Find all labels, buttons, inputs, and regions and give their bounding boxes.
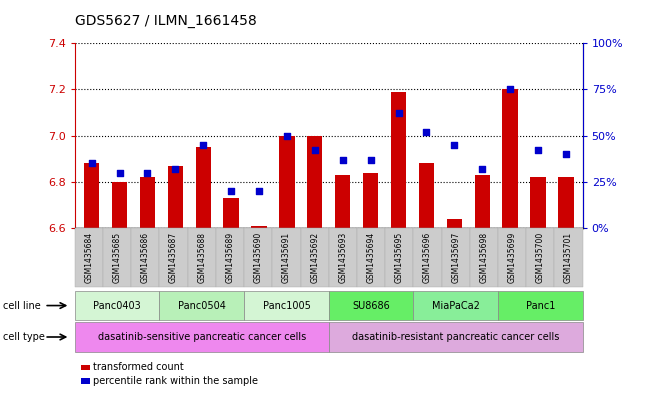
Text: SU8686: SU8686 [352, 301, 390, 310]
Text: GSM1435696: GSM1435696 [423, 232, 432, 283]
Point [170, 166, 180, 172]
Text: GSM1435700: GSM1435700 [536, 232, 545, 283]
Text: GSM1435691: GSM1435691 [282, 232, 291, 283]
Text: GSM1435686: GSM1435686 [141, 232, 150, 283]
Text: transformed count: transformed count [93, 362, 184, 373]
Point [421, 129, 432, 135]
Point [505, 86, 516, 93]
Text: GSM1435701: GSM1435701 [564, 232, 573, 283]
Point [533, 147, 543, 154]
Bar [307, 136, 322, 228]
Point [198, 141, 208, 148]
Text: GSM1435695: GSM1435695 [395, 232, 404, 283]
Bar [84, 163, 99, 228]
Bar [112, 182, 127, 228]
Text: Panc1005: Panc1005 [262, 301, 311, 310]
Text: GSM1435689: GSM1435689 [225, 232, 234, 283]
Text: GSM1435694: GSM1435694 [367, 232, 376, 283]
Text: Panc0504: Panc0504 [178, 301, 226, 310]
Text: Panc0403: Panc0403 [93, 301, 141, 310]
Text: GSM1435685: GSM1435685 [113, 232, 122, 283]
Point [226, 188, 236, 194]
Point [449, 141, 460, 148]
Bar [363, 173, 378, 228]
Bar [503, 90, 518, 228]
Text: percentile rank within the sample: percentile rank within the sample [93, 376, 258, 386]
Bar [419, 163, 434, 228]
Bar [447, 219, 462, 228]
Point [254, 188, 264, 194]
Text: GSM1435698: GSM1435698 [479, 232, 488, 283]
Bar [223, 198, 239, 228]
Text: Panc1: Panc1 [525, 301, 555, 310]
Point [282, 132, 292, 139]
Point [393, 110, 404, 117]
Point [310, 147, 320, 154]
Text: GSM1435693: GSM1435693 [339, 232, 348, 283]
Text: cell line: cell line [3, 301, 41, 310]
Point [365, 156, 376, 163]
Bar [251, 226, 267, 228]
Text: GDS5627 / ILMN_1661458: GDS5627 / ILMN_1661458 [75, 13, 256, 28]
Text: dasatinib-sensitive pancreatic cancer cells: dasatinib-sensitive pancreatic cancer ce… [98, 332, 306, 342]
Bar [279, 136, 294, 228]
Text: MiaPaCa2: MiaPaCa2 [432, 301, 480, 310]
Point [87, 160, 97, 167]
Bar [558, 177, 574, 228]
Text: GSM1435690: GSM1435690 [254, 232, 263, 283]
Bar [195, 147, 211, 228]
Bar [335, 175, 350, 228]
Text: GSM1435692: GSM1435692 [310, 232, 319, 283]
Text: GSM1435699: GSM1435699 [508, 232, 517, 283]
Text: dasatinib-resistant pancreatic cancer cells: dasatinib-resistant pancreatic cancer ce… [352, 332, 559, 342]
Point [142, 169, 152, 176]
Bar [140, 177, 155, 228]
Point [561, 151, 571, 157]
Text: GSM1435687: GSM1435687 [169, 232, 178, 283]
Bar [168, 165, 183, 228]
Point [337, 156, 348, 163]
Bar [475, 175, 490, 228]
Text: GSM1435697: GSM1435697 [451, 232, 460, 283]
Bar [391, 92, 406, 228]
Text: GSM1435688: GSM1435688 [197, 232, 206, 283]
Text: GSM1435684: GSM1435684 [85, 232, 94, 283]
Text: cell type: cell type [3, 332, 45, 342]
Point [115, 169, 125, 176]
Point [477, 166, 488, 172]
Bar [531, 177, 546, 228]
